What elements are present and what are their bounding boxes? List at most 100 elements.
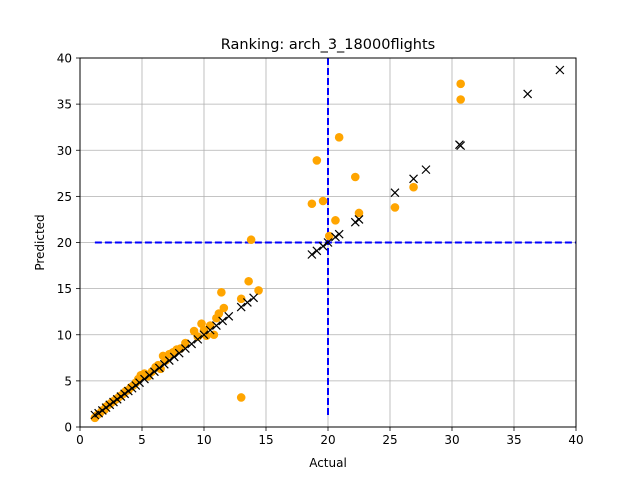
actual-point-stroke <box>112 394 122 404</box>
actual-point <box>94 408 104 418</box>
actual-point-stroke <box>109 397 118 407</box>
actual-point <box>205 325 215 335</box>
actual-point-stroke <box>169 352 179 362</box>
actual-point-stroke <box>421 165 431 175</box>
x-tick-label: 0 <box>76 433 84 447</box>
actual-point <box>105 400 115 410</box>
actual-point <box>116 392 126 401</box>
actual-point-stroke <box>354 215 364 224</box>
actual-point <box>350 217 360 227</box>
actual-point <box>307 250 317 259</box>
actual-point-stroke <box>456 141 466 151</box>
actual-point-stroke <box>105 400 115 410</box>
actual-point <box>109 397 118 407</box>
actual-point <box>149 367 159 377</box>
actual-point <box>174 348 184 358</box>
actual-point-stroke <box>94 408 104 418</box>
actual-point-stroke <box>199 330 209 340</box>
predicted-point <box>318 196 328 206</box>
actual-point-stroke <box>120 389 130 399</box>
predicted-point <box>456 95 465 104</box>
actual-point-stroke <box>312 246 322 256</box>
predicted-point <box>244 276 253 286</box>
predicted-point <box>390 203 400 212</box>
x-tick-label: 15 <box>258 433 273 447</box>
actual-point <box>123 386 133 396</box>
actual-point <box>523 89 533 99</box>
actual-point-stroke <box>318 241 328 251</box>
x-tick-label: 40 <box>568 433 583 447</box>
x-axis-label: Actual <box>309 456 347 470</box>
actual-point-stroke <box>193 334 203 344</box>
actual-point <box>312 246 322 256</box>
actual-point-stroke <box>323 238 333 247</box>
predicted-point <box>456 79 465 89</box>
data-points <box>90 65 565 423</box>
y-tick-label: 5 <box>64 374 72 388</box>
chart-title: Ranking: arch_3_18000flights <box>221 37 435 53</box>
actual-point <box>421 165 431 175</box>
actual-point <box>456 141 466 151</box>
actual-point-stroke <box>101 403 111 413</box>
y-tick-label: 25 <box>57 190 72 204</box>
actual-point-stroke <box>307 250 317 259</box>
actual-point-stroke <box>242 298 252 307</box>
actual-point <box>127 383 137 393</box>
predicted-point <box>219 303 229 313</box>
y-tick-label: 35 <box>57 98 72 112</box>
actual-point-stroke <box>211 321 221 330</box>
actual-point-stroke <box>409 174 418 184</box>
actual-point <box>135 378 144 388</box>
actual-point <box>211 321 221 330</box>
actual-point <box>154 363 164 373</box>
actual-point <box>140 374 149 384</box>
actual-point-stroke <box>555 65 565 75</box>
actual-point-stroke <box>249 293 259 303</box>
y-axis-label: Predicted <box>33 214 47 270</box>
y-tick-label: 10 <box>57 328 72 342</box>
actual-point <box>97 405 107 415</box>
predicted-point <box>202 331 211 340</box>
y-tick-label: 15 <box>57 282 72 296</box>
actual-point <box>236 302 246 312</box>
y-tick-label: 30 <box>57 144 72 158</box>
actual-point <box>101 403 111 413</box>
actual-point-stroke <box>205 325 215 335</box>
threshold-lines <box>94 58 576 416</box>
predicted-point <box>246 235 256 245</box>
actual-point <box>199 330 209 340</box>
actual-point <box>318 241 328 251</box>
actual-point <box>187 339 197 349</box>
predicted-point <box>324 231 334 241</box>
actual-point <box>145 370 154 380</box>
actual-point <box>193 334 203 344</box>
actual-point-stroke <box>174 348 184 358</box>
actual-point-stroke <box>331 232 340 242</box>
predicted-point <box>254 286 263 295</box>
predicted-point <box>307 199 317 209</box>
actual-point <box>390 188 400 198</box>
actual-point-stroke <box>145 370 154 380</box>
actual-point <box>112 394 122 404</box>
predicted-point <box>197 319 206 328</box>
actual-point <box>164 356 174 366</box>
actual-point-stroke <box>236 302 246 312</box>
actual-point-stroke <box>350 217 360 227</box>
actual-point <box>131 381 141 390</box>
actual-point <box>354 215 364 224</box>
actual-point-stroke <box>159 359 169 369</box>
actual-point <box>169 352 179 362</box>
predicted-point <box>334 133 344 142</box>
predicted-point <box>312 156 322 165</box>
predicted-point <box>217 288 226 297</box>
x-tick-label: 25 <box>382 433 397 447</box>
predicted-point <box>214 309 224 318</box>
x-tick-label: 20 <box>320 433 335 447</box>
actual-point-stroke <box>164 356 174 366</box>
axis-ticks: 0 5 10 15 20 25 30 35 40 0 5 10 15 20 25 30 35 40 <box>57 52 584 448</box>
actual-point <box>224 311 234 321</box>
predicted-point <box>409 182 418 192</box>
actual-point-stroke <box>187 339 197 349</box>
actual-point <box>249 293 259 303</box>
